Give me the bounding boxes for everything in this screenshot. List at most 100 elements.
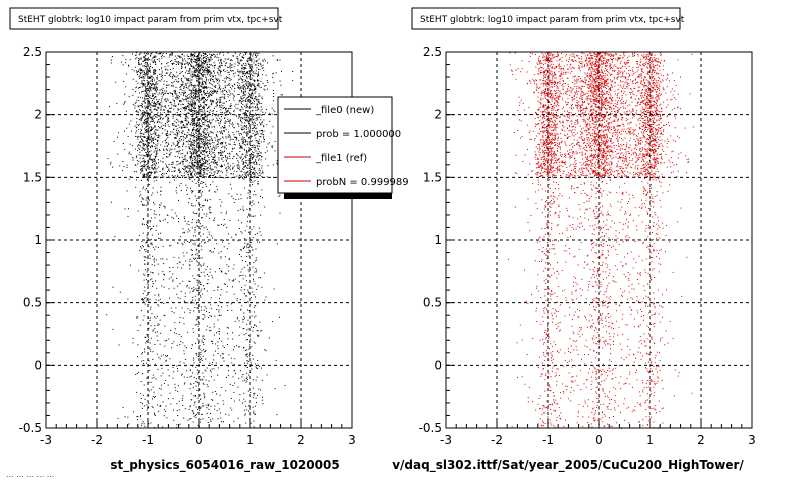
scatter-point xyxy=(163,112,165,113)
scatter-point xyxy=(247,119,249,121)
scatter-point xyxy=(230,69,232,71)
scatter-point xyxy=(221,224,223,225)
scatter-point xyxy=(232,139,234,140)
scatter-point xyxy=(173,108,175,110)
scatter-point xyxy=(169,297,170,299)
scatter-point xyxy=(212,110,214,112)
scatter-point xyxy=(154,165,156,167)
scatter-point xyxy=(189,312,191,314)
scatter-point xyxy=(247,269,249,271)
scatter-point xyxy=(147,122,149,123)
scatter-point xyxy=(190,85,192,87)
scatter-point xyxy=(209,165,211,167)
scatter-point xyxy=(256,376,258,378)
scatter-point xyxy=(148,284,150,286)
scatter-point xyxy=(165,106,167,108)
scatter-point xyxy=(174,120,176,122)
scatter-point xyxy=(205,56,207,57)
scatter-point xyxy=(174,103,176,105)
scatter-point xyxy=(156,81,158,83)
scatter-point xyxy=(273,82,275,83)
scatter-point xyxy=(184,358,186,360)
scatter-point xyxy=(240,309,242,311)
scatter-point xyxy=(167,222,169,224)
scatter-point xyxy=(220,62,222,64)
scatter-point xyxy=(259,365,261,367)
scatter-point xyxy=(195,162,197,163)
scatter-point xyxy=(205,133,206,135)
scatter-point xyxy=(150,138,152,140)
scatter-point xyxy=(262,197,263,199)
scatter-point xyxy=(243,57,245,59)
scatter-point xyxy=(182,153,184,155)
scatter-point xyxy=(199,155,201,157)
scatter-point xyxy=(230,93,232,95)
scatter-point xyxy=(132,104,134,106)
scatter-point xyxy=(181,98,183,100)
scatter-point xyxy=(192,87,194,89)
scatter-point xyxy=(196,414,198,416)
scatter-point xyxy=(246,71,247,73)
scatter-point xyxy=(135,58,137,60)
scatter-point xyxy=(188,133,190,135)
scatter-point xyxy=(202,186,204,188)
scatter-point xyxy=(195,319,197,321)
scatter-point xyxy=(248,123,249,125)
scatter-point xyxy=(182,342,184,344)
scatter-point xyxy=(176,61,178,63)
scatter-point xyxy=(211,172,213,174)
scatter-point xyxy=(212,65,214,67)
scatter-point xyxy=(154,159,156,161)
scatter-point xyxy=(203,392,205,394)
scatter-point xyxy=(226,169,228,171)
scatter-point xyxy=(191,175,193,177)
scatter-point xyxy=(246,135,248,137)
scatter-point xyxy=(128,65,130,67)
scatter-point xyxy=(255,134,257,135)
scatter-point xyxy=(257,64,259,66)
scatter-point xyxy=(203,309,205,311)
scatter-point xyxy=(244,112,246,114)
scatter-point xyxy=(248,335,249,337)
scatter-point xyxy=(148,327,150,329)
scatter-point xyxy=(202,264,204,266)
scatter-point xyxy=(196,318,198,320)
scatter-point xyxy=(172,74,174,76)
scatter-point xyxy=(213,65,215,67)
scatter-point xyxy=(206,266,208,268)
scatter-point xyxy=(248,214,250,216)
scatter-point xyxy=(251,85,253,86)
scatter-point xyxy=(190,383,191,385)
scatter-point xyxy=(183,86,185,87)
scatter-point xyxy=(262,60,264,62)
scatter-point xyxy=(151,406,153,408)
scatter-point xyxy=(198,85,200,87)
scatter-point xyxy=(151,52,153,54)
scatter-point xyxy=(240,70,242,72)
scatter-point xyxy=(204,314,206,316)
scatter-point xyxy=(245,261,247,263)
scatter-point xyxy=(191,171,193,173)
scatter-point xyxy=(233,293,235,295)
scatter-point xyxy=(190,141,192,142)
scatter-point xyxy=(159,207,161,209)
scatter-point xyxy=(214,161,216,163)
scatter-point xyxy=(206,107,208,109)
scatter-point xyxy=(251,69,253,71)
scatter-point xyxy=(195,76,197,78)
scatter-point xyxy=(164,315,166,317)
scatter-point xyxy=(137,74,138,76)
scatter-point xyxy=(252,106,254,108)
scatter-point xyxy=(202,117,204,118)
scatter-point xyxy=(189,108,191,110)
scatter-point xyxy=(222,79,224,81)
scatter-point xyxy=(188,122,190,124)
scatter-point xyxy=(252,181,254,183)
scatter-point xyxy=(210,153,212,155)
scatter-point xyxy=(189,376,191,378)
scatter-point xyxy=(247,301,249,303)
scatter-point xyxy=(197,74,199,76)
scatter-point xyxy=(253,307,255,309)
scatter-point xyxy=(262,172,264,174)
scatter-point xyxy=(205,370,207,372)
